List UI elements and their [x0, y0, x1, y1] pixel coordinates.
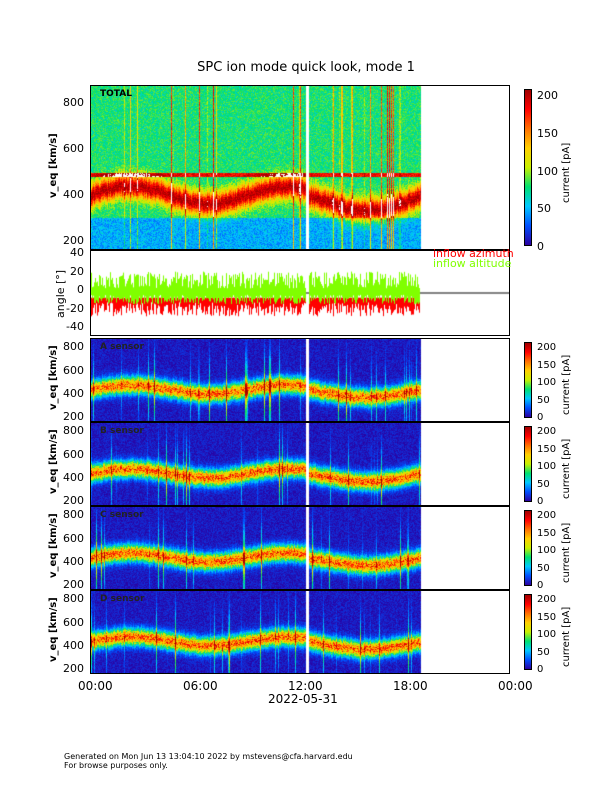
y-tick-label: 400	[63, 471, 84, 484]
colorbar-tick: 150	[537, 527, 557, 539]
colorbar-label: current [pA]	[561, 354, 572, 415]
colorbar	[524, 342, 532, 418]
panel-5	[90, 590, 510, 674]
y-tick-label: 800	[63, 508, 84, 522]
panel-1	[90, 250, 510, 336]
colorbar-tick: 200	[537, 342, 557, 353]
y-tick-label: 800	[63, 592, 84, 606]
colorbar-tick: 100	[537, 629, 557, 640]
colorbar-tick: 100	[537, 164, 558, 178]
y-axis-label: v_eq [km/s]	[48, 429, 59, 494]
y-tick-label: 800	[63, 96, 84, 110]
y-tick-label: 600	[63, 531, 84, 545]
footer-note: For browse purposes only.	[64, 761, 168, 770]
y-tick-label: 200	[63, 662, 84, 676]
spectrogram	[91, 339, 509, 421]
y-tick-label: 800	[63, 340, 84, 354]
y-tick-label: 600	[63, 447, 84, 461]
colorbar-tick: 0	[537, 496, 544, 507]
y-tick-label: 200	[63, 233, 84, 247]
y-tick-label: 400	[63, 188, 84, 201]
colorbar	[524, 594, 532, 670]
colorbar-tick: 150	[537, 611, 557, 623]
legend-entry: inflow azimuth	[433, 247, 514, 260]
colorbar-tick: 0	[537, 664, 544, 675]
colorbar-label: current [pA]	[561, 606, 572, 667]
spectrogram	[91, 591, 509, 673]
panel-4	[90, 506, 510, 590]
colorbar-tick: 100	[537, 377, 557, 388]
legend-entry: inflow altitude	[433, 257, 512, 270]
y-tick-label: 600	[63, 363, 84, 377]
x-tick-label: 06:00	[183, 679, 218, 693]
panel-label: A sensor	[100, 342, 144, 352]
y-tick-label: 400	[63, 555, 84, 568]
colorbar-tick: 0	[537, 412, 544, 423]
y-axis-label: v_eq [km/s]	[48, 597, 59, 662]
colorbar-tick: 200	[537, 594, 557, 605]
colorbar-tick: 200	[537, 510, 557, 521]
colorbar-tick: 50	[537, 478, 550, 490]
colorbar-tick: 0	[537, 580, 544, 591]
colorbar-tick: 200	[537, 426, 557, 437]
colorbar-label: current [pA]	[561, 522, 572, 583]
panel-2	[90, 338, 510, 422]
panel-0	[90, 85, 510, 250]
y-tick-label: 400	[63, 387, 84, 400]
y-tick-label: 20	[70, 264, 84, 278]
colorbar-tick: 50	[537, 394, 550, 406]
panel-label: B sensor	[100, 426, 144, 436]
colorbar-label: current [pA]	[561, 142, 572, 203]
colorbar-tick: 0	[537, 240, 544, 253]
angle-trace	[91, 251, 509, 335]
y-axis-label: v_eq [km/s]	[48, 513, 59, 578]
y-tick-label: 40	[70, 246, 84, 259]
panel-label: C sensor	[100, 510, 144, 520]
panel-label: TOTAL	[100, 89, 132, 99]
y-tick-label: 200	[63, 494, 84, 508]
x-tick-label: 12:00	[288, 679, 323, 693]
colorbar	[524, 510, 532, 586]
y-tick-label: 600	[63, 142, 84, 156]
colorbar-tick: 150	[537, 359, 557, 371]
colorbar-tick: 50	[537, 562, 550, 574]
y-axis-label: v_eq [km/s]	[48, 132, 59, 198]
y-axis-label: v_eq [km/s]	[48, 345, 59, 410]
spectrogram	[91, 507, 509, 589]
x-axis-label: 2022-05-31	[268, 692, 338, 706]
page-title: SPC ion mode quick look, mode 1	[197, 60, 415, 75]
colorbar-tick: 150	[537, 126, 558, 140]
spectrogram	[91, 423, 509, 505]
y-tick-label: 200	[63, 410, 84, 424]
panel-3	[90, 422, 510, 506]
y-axis-label: angle [°]	[54, 269, 67, 318]
colorbar	[524, 426, 532, 502]
x-tick-label: 00:00	[78, 679, 113, 693]
colorbar-tick: 200	[537, 89, 558, 102]
spectrogram	[91, 86, 509, 249]
y-tick-label: 200	[63, 578, 84, 592]
colorbar	[524, 89, 532, 246]
y-tick-label: -40	[66, 320, 84, 333]
x-tick-label: 00:00	[498, 679, 533, 693]
colorbar-tick: 50	[537, 646, 550, 658]
colorbar-label: current [pA]	[561, 438, 572, 499]
y-tick-label: 600	[63, 615, 84, 629]
y-tick-label: 400	[63, 639, 84, 652]
colorbar-tick: 100	[537, 461, 557, 472]
colorbar-tick: 50	[537, 202, 551, 216]
y-tick-label: -20	[66, 301, 84, 315]
y-tick-label: 0	[77, 283, 84, 296]
y-tick-label: 800	[63, 424, 84, 438]
footer-generated: Generated on Mon Jun 13 13:04:10 2022 by…	[64, 752, 353, 761]
colorbar-tick: 100	[537, 545, 557, 556]
x-tick-label: 18:00	[393, 679, 428, 693]
panel-label: D sensor	[100, 594, 145, 604]
colorbar-tick: 150	[537, 443, 557, 455]
